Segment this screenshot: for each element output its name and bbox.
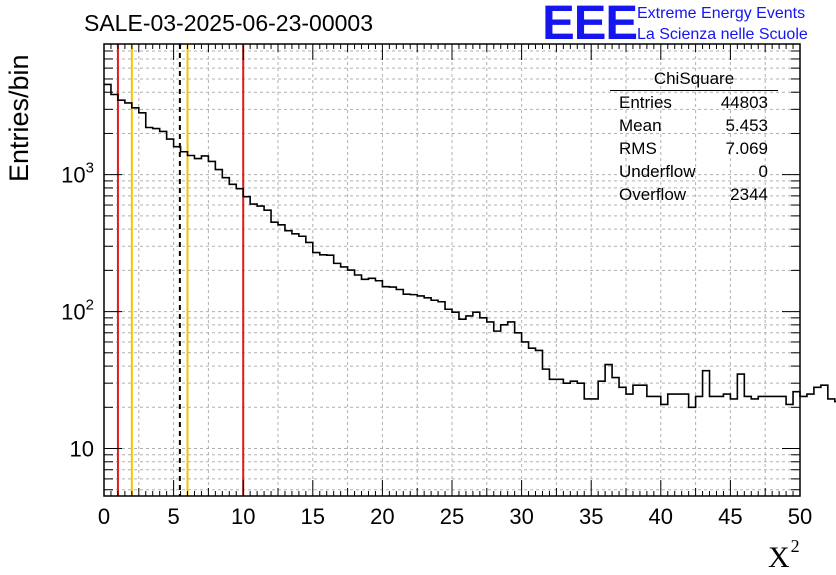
x-tick-label: 0 — [98, 504, 110, 529]
stats-label: Underflow — [619, 162, 696, 181]
stats-value: 0 — [758, 162, 768, 181]
x-tick-label: 20 — [370, 504, 394, 529]
stats-value: 7.069 — [725, 139, 768, 158]
stats-row-entries: Entries 44803 — [610, 91, 778, 114]
stats-row-mean: Mean 5.453 — [610, 114, 778, 137]
x-tick-label: 45 — [718, 504, 742, 529]
marker-lines — [116, 44, 245, 496]
x-tick-label: 25 — [440, 504, 464, 529]
stats-value: 2344 — [730, 185, 768, 204]
y-tick-label-base: 10 — [61, 163, 85, 188]
y-tick-label-exponent: 3 — [86, 160, 94, 177]
stats-title: ChiSquare — [610, 68, 778, 91]
x-tick-label: 5 — [167, 504, 179, 529]
histogram-series — [104, 83, 836, 409]
y-tick-label-base: 10 — [61, 300, 85, 325]
y-tick-label: 10 — [70, 437, 94, 462]
stats-label: Mean — [619, 116, 662, 135]
stats-row-rms: RMS 7.069 — [610, 137, 778, 160]
x-tick-label: 50 — [788, 504, 812, 529]
x-axis-label-superscript: 2 — [790, 536, 800, 556]
chart-title: SALE-03-2025-06-23-00003 — [84, 10, 373, 36]
axis-ticks — [103, 43, 801, 496]
stats-row-underflow: Underflow 0 — [610, 160, 778, 183]
x-tick-label: 40 — [649, 504, 673, 529]
x-axis-label-base: X — [768, 541, 790, 574]
y-tick-label-exponent: 2 — [86, 297, 94, 314]
eee-logo: EEE — [542, 0, 638, 50]
x-tick-label: 10 — [231, 504, 255, 529]
stats-label: RMS — [619, 139, 657, 158]
x-axis-label: X2 — [768, 536, 800, 575]
y-tick-label: 102 — [61, 297, 94, 325]
plot-frame — [103, 43, 801, 497]
y-tick-label-base: 10 — [70, 437, 94, 462]
stats-label: Overflow — [619, 185, 687, 204]
histogram-step-line — [104, 83, 836, 409]
x-tick-label: 15 — [301, 504, 325, 529]
stats-value: 44803 — [720, 93, 768, 112]
grid-lines — [104, 43, 800, 496]
stats-row-overflow: Overflow 2344 — [610, 183, 778, 206]
y-axis-label: Entries/bin — [4, 54, 34, 182]
x-tick-label: 35 — [579, 504, 603, 529]
stats-box: ChiSquare Entries 44803 Mean 5.453 RMS 7.06… — [610, 68, 778, 206]
logo-caption-line2: La Scienza nelle Scuole — [637, 26, 808, 43]
logo-caption: Extreme Energy Events La Scienza nelle S… — [637, 3, 808, 45]
y-tick-label: 103 — [61, 160, 94, 188]
stats-value: 5.453 — [725, 116, 768, 135]
logo-caption-line1: Extreme Energy Events — [637, 5, 806, 22]
stats-label: Entries — [619, 93, 672, 112]
x-tick-label: 30 — [509, 504, 533, 529]
